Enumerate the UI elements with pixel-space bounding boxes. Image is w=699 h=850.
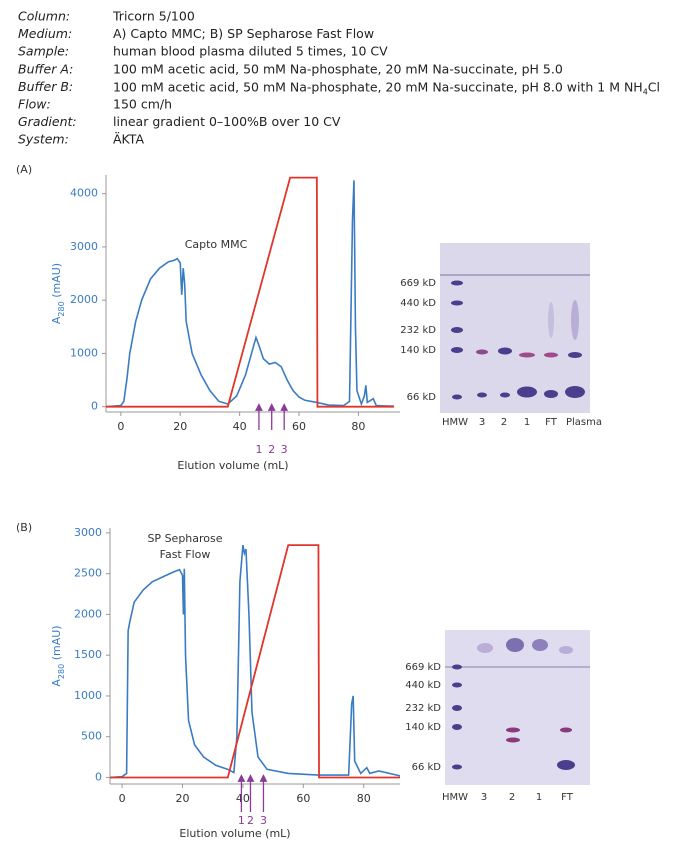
value-part: Cl bbox=[648, 79, 660, 94]
field-label: Flow: bbox=[18, 97, 51, 112]
x-tick-label: 80 bbox=[351, 420, 365, 433]
fraction-label: 2 bbox=[247, 814, 254, 827]
gel-marker-label: 440 kD bbox=[405, 680, 441, 691]
field-value: ÄKTA bbox=[113, 132, 144, 147]
gel-lane-label: FT bbox=[545, 417, 558, 428]
gel-marker-label: 140 kD bbox=[400, 345, 436, 356]
series-line bbox=[105, 180, 395, 408]
field-label: Medium: bbox=[18, 26, 72, 41]
series-line bbox=[109, 544, 401, 779]
field-label: Buffer A: bbox=[18, 61, 73, 76]
fraction-label: 1 bbox=[238, 814, 245, 827]
gel-marker-label: 669 kD bbox=[400, 278, 436, 289]
y-tick-label: 3000 bbox=[70, 240, 98, 253]
y-tick-label: 1500 bbox=[74, 648, 102, 661]
field-value: 100 mM acetic acid, 50 mM Na-phosphate, … bbox=[113, 79, 660, 97]
annotation: SP Sepharose bbox=[147, 532, 222, 545]
method-header: Column: Tricorn 5/100 Medium: A) Capto MMC;… bbox=[18, 9, 660, 147]
y-tick-label: 2000 bbox=[70, 293, 98, 306]
field-value: 100 mM acetic acid, 50 mM Na-phosphate, … bbox=[113, 61, 563, 76]
x-tick-label: 80 bbox=[357, 792, 371, 805]
label-part: (mAU) bbox=[50, 263, 63, 301]
panel-label: (A) bbox=[16, 163, 32, 176]
field-value: 150 cm/h bbox=[113, 97, 172, 112]
gel-marker-label: 232 kD bbox=[405, 703, 441, 714]
gel-marker-label: 669 kD bbox=[405, 662, 441, 673]
x-tick-label: 20 bbox=[176, 792, 190, 805]
field-value: linear gradient 0–100%B over 10 CV bbox=[113, 114, 341, 129]
x-axis-label: Elution volume (mL) bbox=[177, 459, 288, 472]
field-label: Buffer B: bbox=[18, 79, 73, 94]
series-line bbox=[110, 544, 400, 779]
gel-bands bbox=[451, 280, 585, 400]
fraction-label: 2 bbox=[268, 443, 275, 456]
fraction-label: 3 bbox=[281, 443, 288, 456]
y-tick-label: 1000 bbox=[70, 346, 98, 359]
gel-background bbox=[445, 630, 590, 785]
gel-lane-label: FT bbox=[561, 792, 574, 803]
y-tick-label: 4000 bbox=[70, 187, 98, 200]
gel-lane-label: 1 bbox=[524, 417, 530, 428]
y-tick-label: 2000 bbox=[74, 607, 102, 620]
gel-bands bbox=[452, 638, 575, 770]
y-tick-label: 0 bbox=[95, 770, 102, 783]
y-tick-label: 1000 bbox=[74, 689, 102, 702]
gel-marker-label: 66 kD bbox=[412, 762, 442, 773]
gel-marker-label: 440 kD bbox=[400, 298, 436, 309]
field-label: Column: bbox=[18, 9, 70, 24]
x-axis-label: Elution volume (mL) bbox=[179, 827, 290, 840]
y-tick-label: 2500 bbox=[74, 567, 102, 580]
gel-lane-label: HMW bbox=[442, 417, 468, 428]
gel-lane-label: 2 bbox=[501, 417, 507, 428]
gel-a: 669 kD 440 kD 232 kD 140 kD 66 kD HMW 3 … bbox=[400, 243, 602, 428]
panel-label: (B) bbox=[16, 521, 32, 534]
y-axis-label: A280 (mAU) bbox=[50, 263, 66, 324]
y-tick-label: 3000 bbox=[74, 526, 102, 539]
x-tick-label: 60 bbox=[296, 792, 310, 805]
field-value: A) Capto MMC; B) SP Sepharose Fast Flow bbox=[113, 26, 374, 41]
label-part: (mAU) bbox=[50, 625, 63, 663]
annotation: Capto MMC bbox=[185, 238, 248, 251]
x-tick-label: 0 bbox=[117, 420, 124, 433]
gel-lane-label: HMW bbox=[442, 792, 468, 803]
y-tick-label: 0 bbox=[91, 400, 98, 413]
gel-marker-label: 140 kD bbox=[405, 722, 441, 733]
x-tick-label: 60 bbox=[292, 420, 306, 433]
x-tick-label: 40 bbox=[233, 420, 247, 433]
gel-marker-label: 66 kD bbox=[407, 392, 437, 403]
y-tick-label: 500 bbox=[81, 730, 102, 743]
value-part: 4 bbox=[643, 87, 648, 96]
gel-background bbox=[440, 243, 590, 413]
field-label: System: bbox=[18, 132, 69, 147]
label-part: A bbox=[50, 679, 63, 687]
gel-lane-label: 1 bbox=[536, 792, 542, 803]
annotation: Fast Flow bbox=[160, 548, 211, 561]
label-part: A bbox=[50, 316, 63, 324]
gel-marker-label: 232 kD bbox=[400, 325, 436, 336]
fraction-label: 3 bbox=[260, 814, 267, 827]
x-tick-label: 20 bbox=[173, 420, 187, 433]
y-axis-label: A280 (mAU) bbox=[50, 625, 66, 686]
field-label: Gradient: bbox=[18, 114, 77, 129]
chromatogram: (B) 0 500 1000 1500 2000 2500 3000 0 20 40 60 80 A280… bbox=[16, 521, 401, 840]
gel-b: 669 kD 440 kD 232 kD 140 kD 66 kD HMW 3 … bbox=[405, 630, 590, 803]
gel-lane-label: Plasma bbox=[566, 417, 602, 428]
x-tick-label: 0 bbox=[119, 792, 126, 805]
label-part: 280 bbox=[57, 301, 66, 316]
x-tick-label: 40 bbox=[236, 792, 250, 805]
chromatogram: (A) 0 1000 2000 3000 4000 0 20 40 60 80 A280 (mAU) E… bbox=[16, 163, 400, 472]
gel-lane-label: 3 bbox=[479, 417, 485, 428]
gel-lane-label: 3 bbox=[481, 792, 487, 803]
fraction-label: 1 bbox=[255, 443, 262, 456]
value-part: 100 mM acetic acid, 50 mM Na-phosphate, … bbox=[113, 79, 643, 94]
gel-lane-label: 2 bbox=[509, 792, 515, 803]
field-value: human blood plasma diluted 5 times, 10 C… bbox=[113, 44, 388, 59]
field-value: Tricorn 5/100 bbox=[112, 9, 195, 24]
series-line bbox=[106, 176, 395, 408]
label-part: 280 bbox=[57, 664, 66, 679]
field-label: Sample: bbox=[18, 44, 69, 59]
